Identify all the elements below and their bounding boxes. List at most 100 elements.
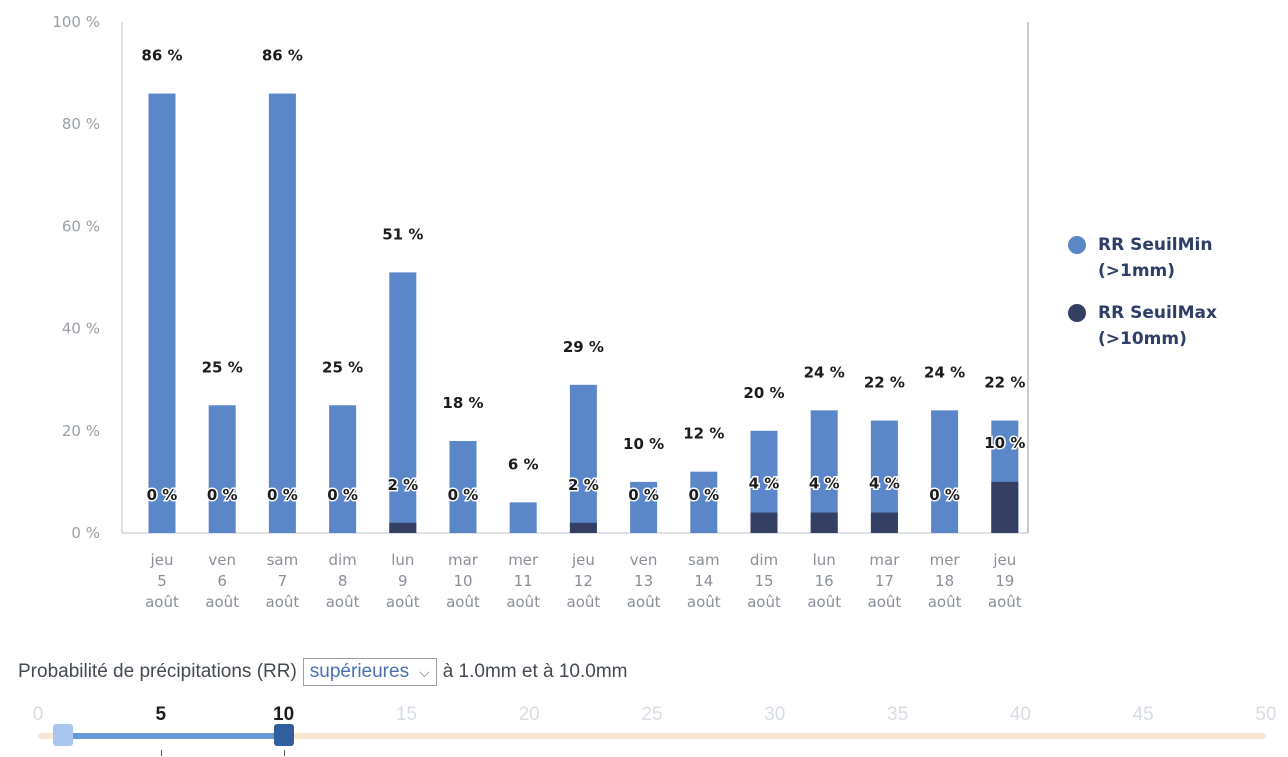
value-label-seuilmax: 0 %: [207, 486, 238, 504]
x-tick-label: 14: [694, 572, 713, 590]
value-label-seuilmin: 25 %: [202, 358, 243, 376]
x-tick-label: 19: [995, 572, 1014, 590]
x-tick-label: août: [567, 593, 601, 611]
bar-seuilmin[interactable]: [389, 272, 417, 533]
bar-seuilmin[interactable]: [569, 384, 597, 533]
x-tick-label: août: [928, 593, 962, 611]
slider-handle-min[interactable]: [52, 724, 73, 746]
bar-seuilmax[interactable]: [810, 512, 838, 533]
slider-tick-mark: [160, 750, 162, 756]
x-tick-label: 10: [453, 572, 472, 590]
value-label-seuilmax: 0 %: [147, 486, 178, 504]
x-tick-label: mer: [930, 551, 961, 569]
legend-dot-seuilmax: [1068, 304, 1086, 322]
comparison-select[interactable]: supérieures ⌵: [302, 658, 437, 686]
slider-tick-label: 30: [764, 704, 786, 725]
x-tick-label: 18: [935, 572, 954, 590]
bar-seuilmin[interactable]: [931, 410, 959, 533]
bar-seuilmax[interactable]: [991, 481, 1019, 533]
value-label-seuilmax: 2 %: [387, 476, 418, 494]
slider-range-fill: [62, 733, 284, 739]
bar-seuilmin[interactable]: [509, 502, 537, 533]
bar-seuilmax[interactable]: [750, 512, 778, 533]
x-tick-label: août: [506, 593, 540, 611]
bar-seuilmin[interactable]: [690, 471, 718, 533]
value-label-seuilmin: 86 %: [262, 47, 303, 65]
value-label-seuilmin: 29 %: [563, 338, 604, 356]
x-tick-label: août: [687, 593, 721, 611]
y-tick-label: 60 %: [62, 217, 100, 235]
bar-seuilmin[interactable]: [268, 93, 296, 533]
x-tick-label: mar: [869, 551, 900, 569]
slider-tick-label: 35: [887, 704, 909, 725]
value-label-seuilmax: 10 %: [984, 434, 1025, 452]
x-tick-label: 7: [278, 572, 288, 590]
precipitation-chart: 0 %20 %40 %60 %80 %100 %86 %0 %jeu5août2…: [52, 13, 1029, 611]
value-label-seuilmax: 4 %: [749, 475, 780, 493]
slider-track[interactable]: [38, 733, 1266, 739]
threshold-slider[interactable]: 0 5 10 15 20 25 30 35 40 45 50: [0, 700, 1288, 757]
x-tick-label: ven: [630, 551, 658, 569]
x-tick-label: août: [145, 593, 179, 611]
slider-tick-label: 20: [518, 704, 540, 725]
slider-handle-max[interactable]: [273, 724, 294, 746]
precipitation-controls: Probabilité de précipitations (RR) supér…: [18, 658, 628, 686]
x-tick-label: dim: [328, 551, 356, 569]
x-tick-label: août: [627, 593, 661, 611]
probability-label: Probabilité de précipitations (RR): [18, 661, 297, 682]
y-tick-label: 80 %: [62, 115, 100, 133]
x-tick-label: août: [988, 593, 1022, 611]
value-label-seuilmin: 51 %: [382, 225, 423, 243]
value-label-seuilmax: 2 %: [568, 476, 599, 494]
slider-tick-label: 10: [273, 704, 295, 725]
x-tick-label: août: [205, 593, 239, 611]
bar-seuilmax[interactable]: [870, 512, 898, 533]
value-label-seuilmax: 0 %: [448, 486, 479, 504]
slider-tick-label: 25: [641, 704, 663, 725]
comparison-select-value: supérieures: [309, 661, 410, 682]
x-tick-label: août: [446, 593, 480, 611]
legend-label-seuilmax: RR SeuilMax (>10mm): [1098, 303, 1217, 349]
value-label-seuilmax: 0 %: [628, 486, 659, 504]
value-label-seuilmin: 6 %: [508, 455, 539, 473]
value-label-seuilmin: 20 %: [743, 384, 784, 402]
x-tick-label: août: [807, 593, 841, 611]
value-label-seuilmin: 10 %: [623, 435, 664, 453]
x-tick-label: sam: [267, 551, 299, 569]
y-tick-label: 20 %: [62, 422, 100, 440]
value-label-seuilmin: 22 %: [984, 374, 1025, 392]
slider-tick-label: 40: [1009, 704, 1031, 725]
bar-seuilmin[interactable]: [148, 93, 176, 533]
value-label-seuilmin: 12 %: [683, 425, 724, 443]
bar-seuilmin[interactable]: [208, 405, 236, 533]
slider-tick-label: 45: [1132, 704, 1154, 725]
value-label-seuilmax: 4 %: [809, 475, 840, 493]
legend-label-seuilmin: RR SeuilMin (>1mm): [1098, 235, 1213, 281]
value-label-seuilmin: 25 %: [322, 358, 363, 376]
x-tick-label: août: [747, 593, 781, 611]
slider-tick-label: 50: [1255, 704, 1277, 725]
value-label-seuilmax: 0 %: [688, 486, 719, 504]
slider-tick-label: 15: [395, 704, 417, 725]
x-tick-label: sam: [688, 551, 720, 569]
y-tick-label: 100 %: [52, 13, 100, 31]
y-tick-label: 0 %: [71, 524, 100, 542]
x-tick-label: dim: [750, 551, 778, 569]
threshold-text: à 1.0mm et à 10.0mm: [442, 661, 628, 682]
bar-seuilmax[interactable]: [389, 522, 417, 533]
x-tick-label: jeu: [992, 551, 1016, 569]
value-label-seuilmax: 0 %: [327, 486, 358, 504]
bar-seuilmax[interactable]: [569, 522, 597, 533]
bar-seuilmin[interactable]: [329, 405, 357, 533]
x-tick-label: 13: [634, 572, 653, 590]
x-tick-label: jeu: [150, 551, 174, 569]
value-label-seuilmin: 86 %: [141, 47, 182, 65]
bar-seuilmin[interactable]: [449, 441, 477, 533]
x-tick-label: jeu: [571, 551, 595, 569]
bar-seuilmin[interactable]: [630, 481, 658, 533]
x-tick-label: 6: [217, 572, 227, 590]
value-label-seuilmax: 0 %: [929, 486, 960, 504]
x-tick-label: 11: [514, 572, 533, 590]
legend-item-seuilmax[interactable]: RR SeuilMax (>10mm): [1068, 300, 1268, 352]
legend-item-seuilmin[interactable]: RR SeuilMin (>1mm): [1068, 232, 1268, 284]
